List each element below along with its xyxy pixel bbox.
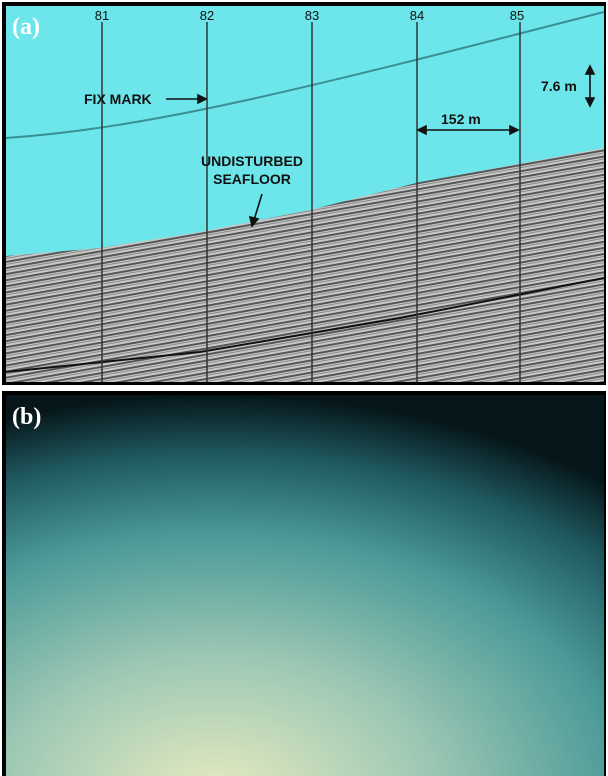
panel-label: (a) [12, 14, 40, 40]
fix-number: 83 [305, 8, 319, 23]
horizontal-scale: 152 m [441, 111, 481, 127]
fix-mark-label: FIX MARK [84, 91, 152, 107]
fix-number: 85 [510, 8, 524, 23]
panel-b: (b) [2, 391, 606, 776]
fix-number: 81 [95, 8, 109, 23]
panel-a: (a) 81 82 83 84 85 FIX MARK UNDISTURBED … [2, 2, 606, 385]
seafloor-label: UNDISTURBED [201, 153, 303, 169]
panel-label: (b) [12, 404, 41, 430]
fix-number: 82 [200, 8, 214, 23]
vertical-scale: 7.6 m [541, 78, 577, 94]
figure: (a) 81 82 83 84 85 FIX MARK UNDISTURBED … [0, 0, 608, 776]
seafloor-photo [6, 395, 604, 776]
fix-number: 84 [410, 8, 424, 23]
seafloor-label: SEAFLOOR [213, 171, 291, 187]
